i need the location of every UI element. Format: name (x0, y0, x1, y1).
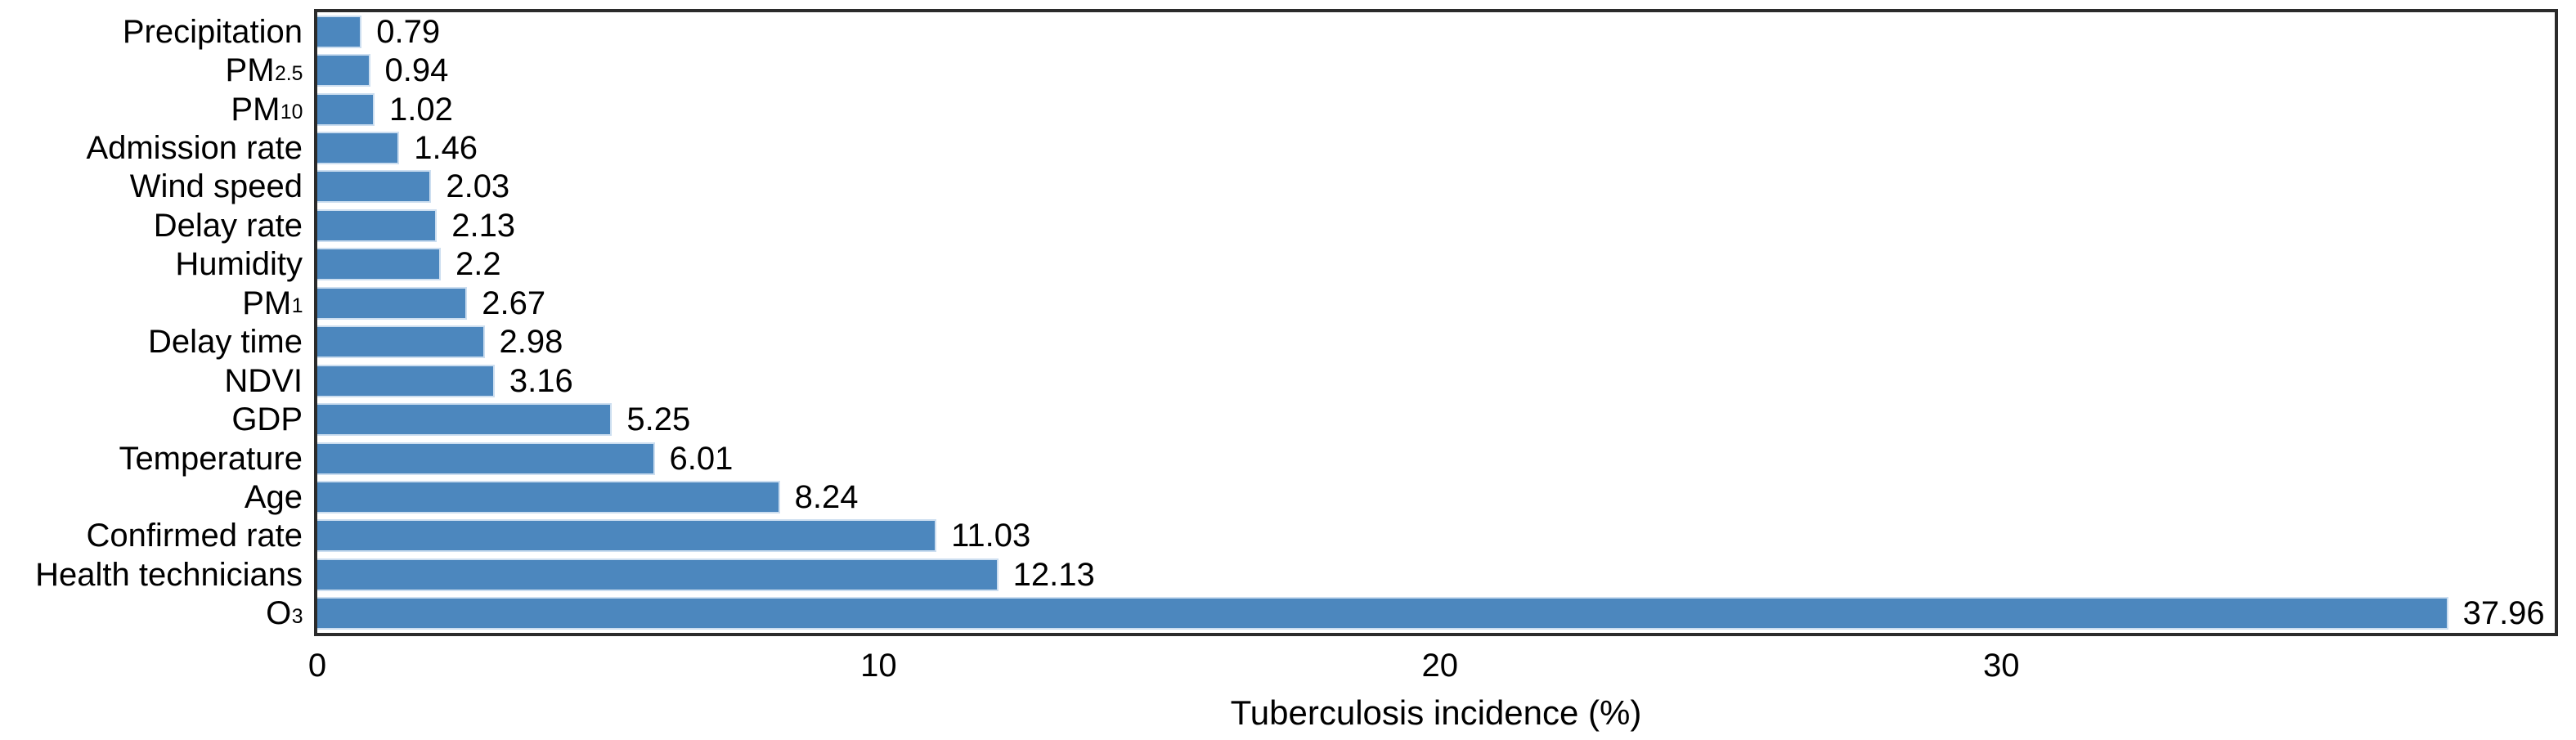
bar-value-label: 0.94 (384, 52, 449, 89)
bar-row: PM 2.5 0.94 (226, 51, 2555, 89)
bar-value-label: 5.25 (626, 401, 691, 438)
bar-value-label: 2.13 (451, 207, 516, 244)
bar (317, 480, 780, 514)
bar-row: Wind speed 2.03 (130, 168, 2555, 206)
bar-row: O 3 37.96 (266, 594, 2555, 633)
bar (317, 442, 655, 475)
bar (317, 325, 485, 359)
bar-row: Admission rate 1.46 (86, 128, 2555, 167)
bar (317, 132, 400, 165)
bar-row: GDP 5.25 (231, 400, 2555, 438)
bar (317, 403, 613, 437)
bar-value-label: 2.03 (446, 168, 510, 205)
x-tick-label: 0 (307, 648, 327, 684)
y-axis-label: GDP (231, 401, 303, 438)
bar-row: Age 8.24 (245, 478, 2555, 516)
bar-row: PM 1 2.67 (242, 284, 2555, 322)
bar (317, 364, 495, 397)
bar (317, 92, 375, 126)
bar-value-label: 2.2 (456, 246, 501, 283)
bar-value-label: 11.03 (951, 518, 1031, 554)
y-axis-label: PM 2.5 (225, 52, 303, 89)
y-axis-label: PM 1 (242, 285, 303, 321)
bar-row: Temperature 6.01 (119, 439, 2555, 478)
y-axis-label: PM 10 (231, 91, 303, 128)
bar-value-label: 1.02 (389, 91, 453, 128)
bar (317, 54, 370, 87)
y-axis-label: Humidity (175, 246, 303, 283)
x-axis-ticks: 0 10 20 30 (308, 648, 2558, 688)
x-tick-label: 20 (1421, 648, 1459, 684)
bar (317, 519, 937, 553)
bar (317, 248, 441, 281)
bar-row: Precipitation 0.79 (123, 12, 2555, 51)
y-axis-label: Precipitation (122, 13, 303, 50)
y-axis-label: Admission rate (86, 130, 303, 167)
y-axis-label: Health technicians (35, 556, 303, 593)
bar-row: Humidity 2.2 (175, 245, 2555, 284)
x-tick-label: 30 (1982, 648, 2020, 684)
y-axis-label: Age (244, 478, 303, 515)
bar-value-label: 1.46 (414, 130, 478, 167)
bar-value-label: 6.01 (669, 440, 734, 477)
x-tick-label: 10 (860, 648, 897, 684)
bar-row: PM 10 1.02 (231, 90, 2555, 128)
bar-row: Health technicians 12.13 (35, 555, 2555, 594)
y-axis-label: Delay time (148, 324, 303, 361)
bar-value-label: 12.13 (1012, 556, 1095, 593)
bar-value-label: 0.79 (376, 13, 441, 50)
bar (317, 15, 362, 48)
y-axis-label: Temperature (119, 440, 303, 477)
y-axis-label: NDVI (224, 362, 303, 399)
bar-row: Delay time 2.98 (148, 323, 2555, 361)
y-axis-label: Confirmed rate (86, 518, 303, 554)
bar (317, 170, 432, 204)
bar-value-label: 37.96 (2462, 595, 2545, 632)
bar (317, 286, 468, 320)
y-axis-label: Wind speed (129, 168, 303, 205)
x-axis-title: Tuberculosis incidence (%) (1230, 693, 1642, 732)
bar-value-label: 3.16 (509, 362, 573, 399)
plot-area: Precipitation 0.79 PM 2.5 0.94 PM 10 1.02 Admiss… (35, 9, 2558, 636)
bar (317, 558, 999, 591)
bar-row: NDVI 3.16 (224, 361, 2555, 400)
bar-value-label: 2.98 (499, 324, 563, 361)
bar (317, 597, 2448, 630)
bar-row: Confirmed rate 11.03 (86, 517, 2555, 555)
bar-value-label: 8.24 (794, 478, 859, 515)
y-axis-label: Delay rate (153, 207, 303, 244)
bar (317, 209, 438, 242)
bar-row: Delay rate 2.13 (154, 206, 2555, 244)
bar-value-label: 2.67 (482, 285, 546, 321)
